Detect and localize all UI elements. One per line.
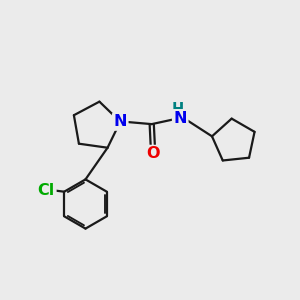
Text: O: O <box>146 146 160 161</box>
Text: Cl: Cl <box>37 183 54 198</box>
Text: N: N <box>173 111 187 126</box>
Text: H: H <box>172 102 184 117</box>
Text: N: N <box>113 114 127 129</box>
